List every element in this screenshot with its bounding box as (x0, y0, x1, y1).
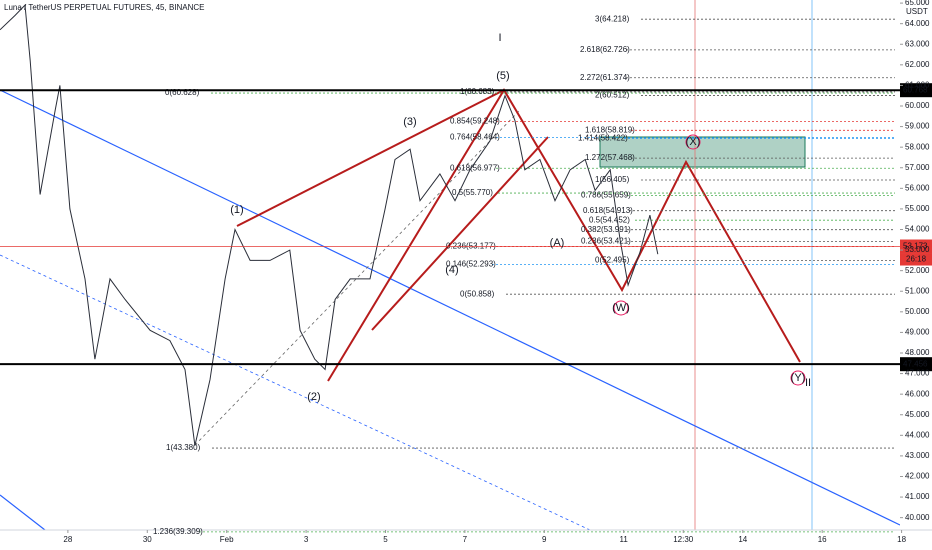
fib-label: 1.236(39.309) (153, 527, 203, 536)
wave-line (371, 136, 549, 331)
x-tick-label: Feb (220, 535, 234, 544)
x-tick-label: 7 (463, 535, 468, 544)
target-zone (599, 136, 806, 168)
y-tick-label: 59.000 (905, 122, 930, 131)
y-tick-label: 46.000 (905, 389, 930, 398)
y-tick-label: 43.000 (905, 451, 930, 460)
fib-label: 0.236(53.177) (446, 242, 496, 251)
y-tick-label: 44.000 (905, 430, 930, 439)
fib-label: 0.618(56.977) (450, 163, 500, 172)
y-tick-label: 58.000 (905, 142, 930, 151)
fib-label: 0.764(58.464) (450, 133, 500, 142)
fib-label: 2.618(62.726) (580, 45, 630, 54)
y-tick-label: 63.000 (905, 39, 930, 48)
y-tick-label: 64.000 (905, 19, 930, 28)
y-tick-label: 57.000 (905, 163, 930, 172)
fib-label: 3(64.218) (595, 14, 630, 23)
wave-label: (A) (550, 237, 565, 249)
price-tag (900, 83, 932, 98)
price-tag (900, 357, 932, 372)
currency: USDT (906, 7, 928, 16)
x-tick-label: 30 (143, 535, 152, 544)
wave-label: (2) (307, 391, 320, 403)
y-tick-label: 62.000 (905, 60, 930, 69)
trend-line (0, 89, 901, 526)
wave-label: (1) (230, 204, 243, 216)
fib-label: 0(52.495) (595, 256, 630, 265)
wave-line (236, 89, 505, 227)
fib-label: 1.272(57.468) (585, 153, 635, 162)
x-tick-label: 5 (383, 535, 388, 544)
y-tick-label: 45.000 (905, 410, 930, 419)
fib-label: 1(60.683) (460, 87, 495, 96)
y-tick-label: 52.000 (905, 266, 930, 275)
wave-label: (X) (686, 136, 701, 148)
fib-label: 0.786(55.659) (581, 190, 631, 199)
fib-label: 2(60.512) (595, 91, 630, 100)
y-tick-label: 50.000 (905, 307, 930, 316)
wave-label: (4) (445, 264, 458, 276)
price-tag-label: 53.173 (903, 242, 928, 251)
wave-label: (W) (612, 302, 630, 314)
x-tick-label: 18 (897, 535, 906, 544)
x-tick-label: 12:30 (673, 535, 694, 544)
y-tick-label: 47.000 (905, 369, 930, 378)
fib-label: 0.854(59.248) (450, 117, 500, 126)
fib-label: 1(43.380) (166, 443, 201, 452)
fib-label: 0.236(53.421) (581, 237, 631, 246)
y-tick-label: 42.000 (905, 472, 930, 481)
wave-label: II (805, 377, 811, 389)
price-line (0, 3, 659, 446)
y-tick-label: 65.000 (905, 0, 930, 7)
countdown: 26:18 (906, 255, 927, 264)
y-tick-label: 49.000 (905, 328, 930, 337)
channel-line (0, 254, 591, 531)
price-tag-label: 60.768 (903, 85, 928, 94)
x-tick-label: 16 (818, 535, 827, 544)
countdown-tag (900, 253, 932, 266)
fib-label: 0(60.628) (165, 88, 200, 97)
x-tick-label: 11 (620, 535, 629, 544)
wave-label: (Y) (791, 372, 806, 384)
x-tick-label: 14 (738, 535, 747, 544)
fib-label: 2.272(61.374) (580, 73, 630, 82)
y-tick-label: 51.000 (905, 286, 930, 295)
x-tick-label: 3 (304, 535, 309, 544)
y-tick-label: 61.000 (905, 81, 930, 90)
fib-label: 1.414(58.422) (578, 134, 628, 143)
price-tag (900, 239, 932, 254)
fib-label: 0.5(55.770) (452, 188, 493, 197)
wave-circle (685, 134, 701, 150)
fib-label: 1(56.405) (595, 175, 630, 184)
fib-label: 0(50.858) (460, 289, 495, 298)
y-tick-label: 40.000 (905, 513, 930, 522)
y-tick-label: 48.000 (905, 348, 930, 357)
y-tick-label: 54.000 (905, 225, 930, 234)
wave-label: I (498, 32, 501, 44)
fib-label: 0.382(53.991) (581, 225, 631, 234)
y-tick-label: 60.000 (905, 101, 930, 110)
wave-line (327, 88, 801, 382)
trend-line (0, 494, 46, 531)
y-tick-label: 41.000 (905, 492, 930, 501)
price-tag-label: 47.456 (903, 359, 928, 368)
y-tick-label: 56.000 (905, 183, 930, 192)
y-tick-label: 53.000 (905, 245, 930, 254)
x-tick-label: 28 (63, 535, 72, 544)
wave-circle (790, 370, 806, 386)
fib-label: 1.618(58.819) (585, 125, 635, 134)
x-tick-label: 9 (542, 535, 547, 544)
wave-circle (613, 300, 629, 316)
y-tick-label: 55.000 (905, 204, 930, 213)
fib-label: 0.5(54.452) (589, 215, 630, 224)
wave-label: (3) (403, 116, 416, 128)
fib-label: 0.618(54.913) (583, 206, 633, 215)
fib-label: 0.146(52.293) (446, 260, 496, 269)
wave-label: (5) (496, 70, 509, 82)
chart-title: Luna / TetherUS PERPETUAL FUTURES, 45, B… (4, 3, 205, 12)
